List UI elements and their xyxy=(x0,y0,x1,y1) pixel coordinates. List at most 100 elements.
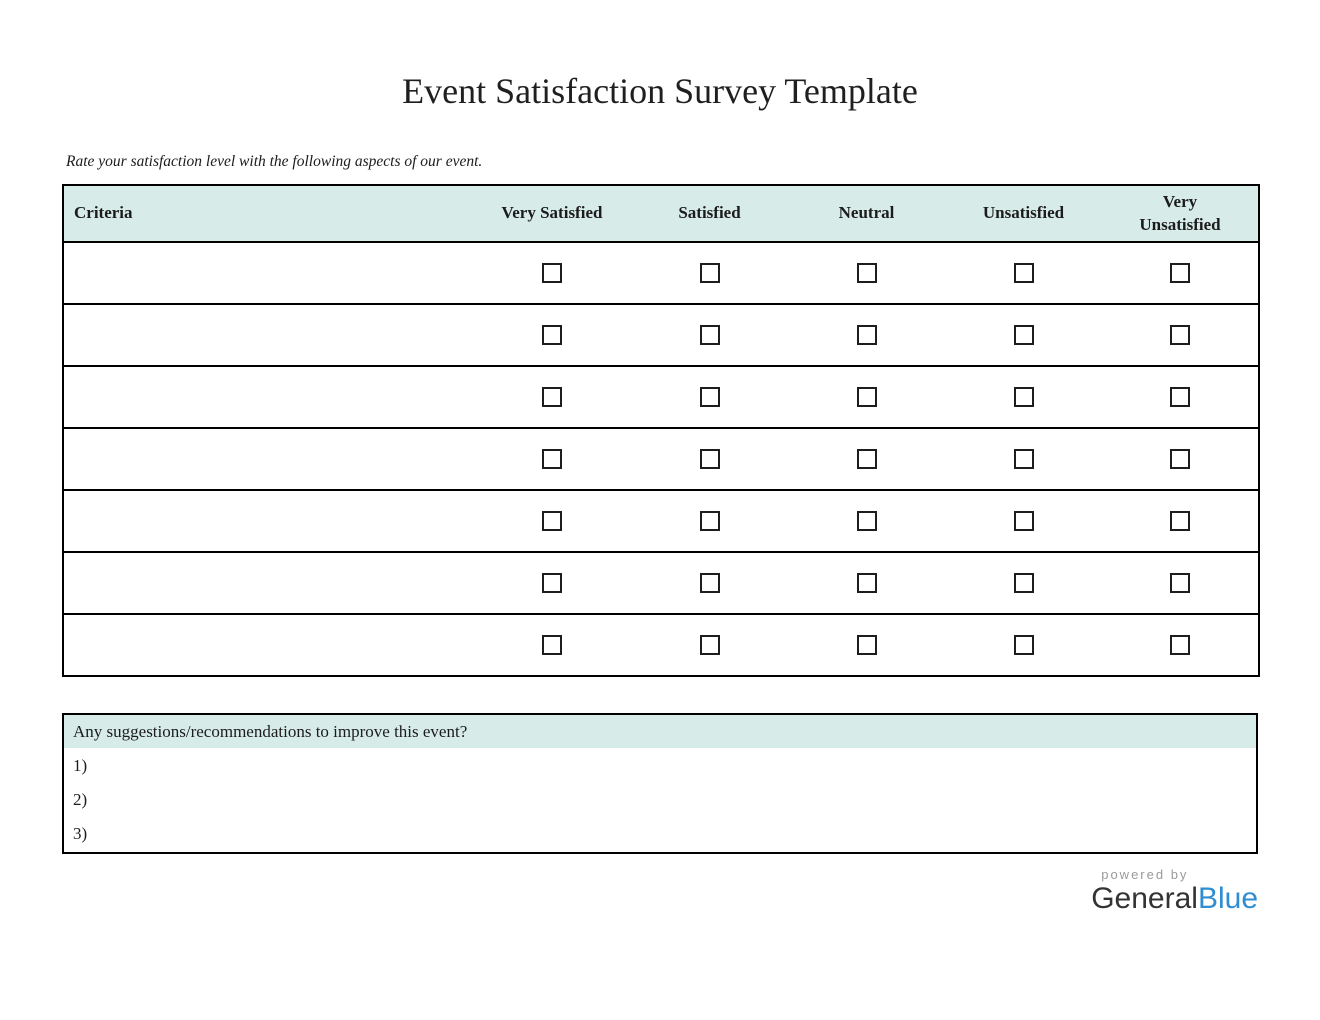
suggestion-line[interactable]: 1) xyxy=(73,756,88,776)
checkbox[interactable] xyxy=(856,387,877,408)
rating-cell xyxy=(788,242,945,306)
rating-cell xyxy=(945,552,1102,616)
criteria-cell[interactable] xyxy=(63,304,473,368)
checkbox[interactable] xyxy=(856,449,877,470)
rating-cell xyxy=(473,428,631,492)
criteria-cell[interactable] xyxy=(63,614,473,676)
rating-cell xyxy=(945,614,1102,676)
checkbox[interactable] xyxy=(699,449,720,470)
table-row xyxy=(63,552,1259,616)
criteria-cell[interactable] xyxy=(63,242,473,306)
table-row xyxy=(63,490,1259,554)
column-header-very-unsatisfied: Very Unsatisfied xyxy=(1102,185,1259,244)
rating-cell xyxy=(788,366,945,430)
checkbox[interactable] xyxy=(699,573,720,594)
checkbox[interactable] xyxy=(1170,263,1190,284)
column-header-neutral: Neutral xyxy=(788,185,945,244)
rating-cell xyxy=(631,428,788,492)
suggestions-lines: 1) 2) 3) xyxy=(64,748,1256,852)
rating-cell xyxy=(788,428,945,492)
checkbox[interactable] xyxy=(1170,635,1190,656)
suggestions-header: Any suggestions/recommendations to impro… xyxy=(64,715,1256,749)
brand-name: GeneralBlue xyxy=(1091,882,1258,917)
checkbox[interactable] xyxy=(1013,511,1034,532)
checkbox[interactable] xyxy=(1013,387,1034,408)
checkbox[interactable] xyxy=(699,635,720,656)
table-row xyxy=(63,614,1259,676)
checkbox[interactable] xyxy=(699,263,720,284)
rating-cell xyxy=(945,490,1102,554)
instruction-text: Rate your satisfaction level with the fo… xyxy=(66,153,483,171)
table-row xyxy=(63,428,1259,492)
checkbox[interactable] xyxy=(1170,325,1190,346)
rating-cell xyxy=(631,304,788,368)
rating-cell xyxy=(473,304,631,368)
checkbox[interactable] xyxy=(699,387,720,408)
checkbox[interactable] xyxy=(542,449,562,470)
suggestions-section: Any suggestions/recommendations to impro… xyxy=(62,713,1258,855)
rating-cell xyxy=(631,366,788,430)
checkbox[interactable] xyxy=(856,635,877,656)
table-row xyxy=(63,242,1259,306)
checkbox[interactable] xyxy=(699,325,720,346)
column-header-criteria: Criteria xyxy=(63,185,473,244)
column-header-label: Very Satisfied xyxy=(501,203,603,223)
checkbox[interactable] xyxy=(1013,573,1034,594)
table-header-row: Criteria Very Satisfied Satisfied Neutra… xyxy=(63,185,1259,244)
rating-cell xyxy=(473,614,631,676)
column-header-label: Very Unsatisfied xyxy=(1139,191,1221,234)
checkbox[interactable] xyxy=(856,263,877,284)
rating-cell xyxy=(1102,304,1259,368)
page-title: Event Satisfaction Survey Template xyxy=(402,71,918,111)
checkbox[interactable] xyxy=(1170,511,1190,532)
rating-cell xyxy=(1102,366,1259,430)
table-row xyxy=(63,366,1259,430)
rating-cell xyxy=(788,614,945,676)
criteria-cell[interactable] xyxy=(63,428,473,492)
checkbox[interactable] xyxy=(542,387,562,408)
rating-cell xyxy=(788,552,945,616)
checkbox[interactable] xyxy=(542,325,562,346)
rating-cell xyxy=(1102,490,1259,554)
rating-cell xyxy=(473,552,631,616)
checkbox[interactable] xyxy=(1013,325,1034,346)
checkbox[interactable] xyxy=(856,573,877,594)
column-header-label: Satisfied xyxy=(678,203,741,223)
checkbox[interactable] xyxy=(542,511,562,532)
checkbox[interactable] xyxy=(856,511,877,532)
generalblue-logo: powered by GeneralBlue xyxy=(1091,867,1258,917)
checkbox[interactable] xyxy=(856,325,877,346)
checkbox[interactable] xyxy=(1170,449,1190,470)
column-header-label: Unsatisfied xyxy=(982,203,1065,223)
rating-cell xyxy=(631,242,788,306)
criteria-cell[interactable] xyxy=(63,552,473,616)
rating-cell xyxy=(631,552,788,616)
checkbox[interactable] xyxy=(542,573,562,594)
suggestion-line[interactable]: 2) xyxy=(73,790,88,810)
checkbox[interactable] xyxy=(1170,387,1190,408)
rating-cell xyxy=(788,490,945,554)
checkbox[interactable] xyxy=(1170,573,1190,594)
column-header-label: Neutral xyxy=(838,203,895,223)
brand-general-text: General xyxy=(1091,882,1198,916)
survey-table: Criteria Very Satisfied Satisfied Neutra… xyxy=(62,184,1260,678)
column-header-unsatisfied: Unsatisfied xyxy=(945,185,1102,244)
table-row xyxy=(63,304,1259,368)
column-header-satisfied: Satisfied xyxy=(631,185,788,244)
checkbox[interactable] xyxy=(542,263,562,284)
rating-cell xyxy=(945,304,1102,368)
checkbox[interactable] xyxy=(1013,635,1034,656)
rating-cell xyxy=(1102,552,1259,616)
rating-cell xyxy=(945,428,1102,492)
rating-cell xyxy=(631,614,788,676)
criteria-cell[interactable] xyxy=(63,490,473,554)
checkbox[interactable] xyxy=(542,635,562,656)
criteria-cell[interactable] xyxy=(63,366,473,430)
document-page: Event Satisfaction Survey Template Rate … xyxy=(0,70,1320,1020)
checkbox[interactable] xyxy=(699,511,720,532)
checkbox[interactable] xyxy=(1013,263,1034,284)
column-header-very-satisfied: Very Satisfied xyxy=(473,185,631,244)
checkbox[interactable] xyxy=(1013,449,1034,470)
suggestion-line[interactable]: 3) xyxy=(73,824,88,844)
column-header-label: Criteria xyxy=(74,203,133,223)
